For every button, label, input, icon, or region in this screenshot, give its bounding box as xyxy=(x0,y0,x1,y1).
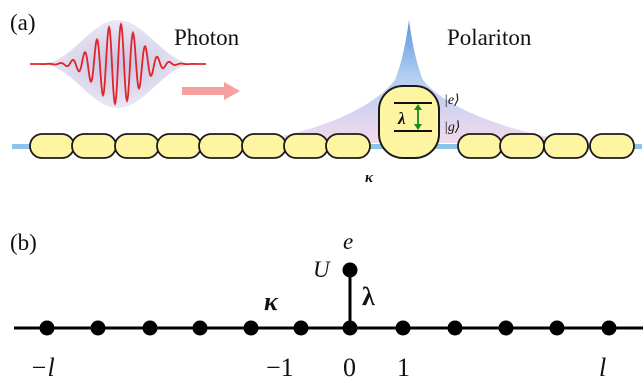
lattice-site xyxy=(549,320,565,336)
lattice-site xyxy=(90,320,106,336)
resonator xyxy=(589,133,635,159)
lattice-site xyxy=(447,320,463,336)
lattice-site xyxy=(601,320,617,336)
lattice-site xyxy=(498,320,514,336)
ground-state-label: |g⟩ xyxy=(444,120,460,135)
resonator xyxy=(283,133,329,159)
site-label-zero: 0 xyxy=(343,353,356,382)
lattice-sites xyxy=(39,320,617,336)
hopping-label: κ xyxy=(264,287,279,316)
excited-state-label: |e⟩ xyxy=(444,93,460,108)
resonator xyxy=(325,133,371,159)
resonator xyxy=(198,133,244,159)
lattice-site xyxy=(243,320,259,336)
panel-a-label: (a) xyxy=(10,10,36,35)
atom-coupling-label: λ xyxy=(397,109,406,128)
resonator xyxy=(156,133,202,159)
photon-wave xyxy=(30,21,206,107)
resonator xyxy=(71,133,117,159)
photon-label: Photon xyxy=(174,25,240,50)
lattice-site xyxy=(142,320,158,336)
lattice-site xyxy=(342,320,358,336)
resonator xyxy=(543,133,589,159)
coupling-label: λ xyxy=(362,282,375,311)
propagation-arrow-icon xyxy=(182,82,240,100)
coupling-kappa-label: κ xyxy=(365,170,374,186)
atom-cavity: λ xyxy=(378,85,440,159)
panel-b-label: (b) xyxy=(10,230,37,255)
lattice-site xyxy=(192,320,208,336)
photon-wavepacket xyxy=(30,20,206,108)
resonator xyxy=(457,133,503,159)
lattice-site xyxy=(39,320,55,336)
resonator xyxy=(241,133,287,159)
polariton-label: Polariton xyxy=(447,25,532,50)
atom-cavity-box xyxy=(378,85,440,159)
lattice-site xyxy=(293,320,309,336)
panel-b: (b) e U κ λ −l −1 0 1 l xyxy=(10,229,643,382)
resonator xyxy=(499,133,545,159)
site-label-l: l xyxy=(599,353,606,382)
site-label-one: 1 xyxy=(397,353,410,382)
resonator xyxy=(29,133,75,159)
site-label-minus-l: −l xyxy=(30,353,55,382)
emitter-site xyxy=(342,262,358,278)
transition-arrow-down-head xyxy=(414,124,422,130)
resonator xyxy=(114,133,160,159)
polariton-profile xyxy=(225,20,600,143)
panel-a: (a) Photon Polariton κ λ |e⟩ |g⟩ xyxy=(10,10,642,186)
site-label-minus-1: −1 xyxy=(266,353,294,382)
lattice-site xyxy=(395,320,411,336)
emitter-label: e xyxy=(343,229,353,254)
transition-arrow-up-head xyxy=(414,104,422,110)
interaction-label: U xyxy=(313,257,331,282)
resonator-array xyxy=(29,133,635,159)
